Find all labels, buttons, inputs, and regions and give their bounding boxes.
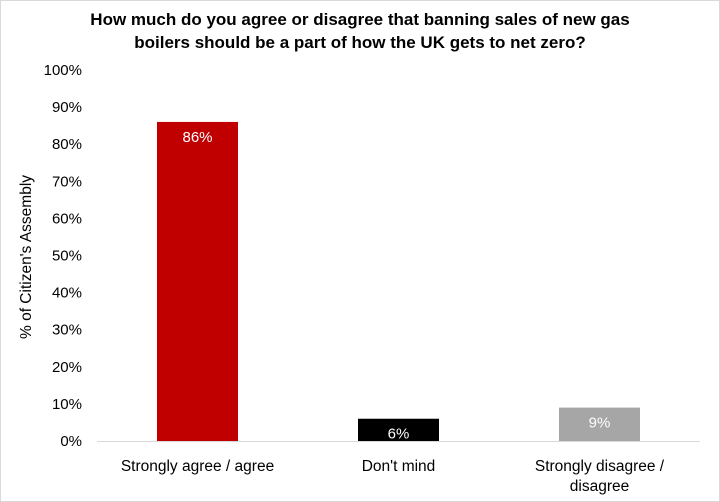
category-label: Strongly disagree / — [535, 458, 665, 475]
y-tick-label: 100% — [44, 62, 82, 79]
bar — [157, 121, 238, 441]
y-tick-label: 30% — [52, 322, 82, 339]
y-tick-label: 60% — [52, 210, 82, 227]
data-label: 6% — [388, 426, 410, 443]
bars: 86% 6% 9% — [157, 121, 640, 443]
y-tick-label: 90% — [52, 99, 82, 116]
y-tick-label: 50% — [52, 248, 82, 265]
category-label: disagree — [570, 478, 629, 495]
y-tick-label: 70% — [52, 173, 82, 190]
y-axis-label: % of Citizen's Assembly — [18, 175, 35, 339]
chart-title-line-1: How much do you agree or disagree that b… — [90, 10, 630, 29]
category-label: Strongly agree / agree — [121, 458, 274, 475]
y-tick-label: 0% — [60, 433, 82, 450]
data-label: 86% — [182, 129, 212, 146]
y-tick-label: 10% — [52, 396, 82, 413]
chart-title-line-2: boilers should be a part of how the UK g… — [134, 33, 586, 52]
bar — [358, 418, 439, 441]
chart-title: How much do you agree or disagree that b… — [40, 8, 680, 54]
data-label: 9% — [589, 415, 611, 432]
y-tick-label: 80% — [52, 136, 82, 153]
x-axis-categories: Strongly agree / agree Don't mind Strongly… — [121, 458, 665, 495]
y-tick-label: 40% — [52, 285, 82, 302]
category-label: Don't mind — [362, 458, 436, 475]
y-tick-label: 20% — [52, 359, 82, 376]
bar — [559, 407, 640, 441]
y-axis-ticks: 0% 10% 20% 30% 40% 50% 60% 70% 80% 90% 100% — [44, 62, 82, 450]
